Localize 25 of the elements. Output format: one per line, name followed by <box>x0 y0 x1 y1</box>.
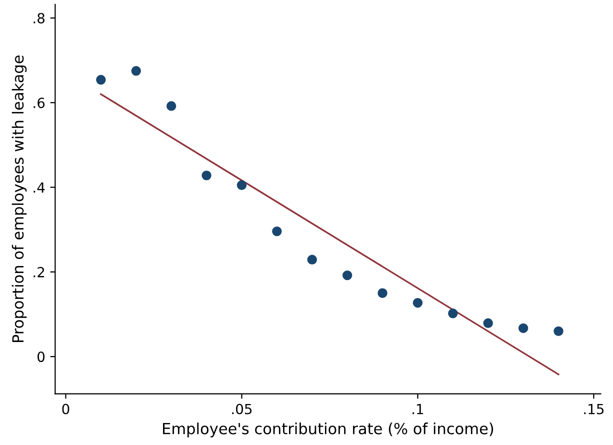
point <box>96 74 106 85</box>
y-tick-label: .4 <box>34 182 45 193</box>
point <box>342 270 352 280</box>
y-tick-label: .8 <box>34 12 44 24</box>
x-tick-label: .15 <box>584 404 604 414</box>
point <box>307 254 317 265</box>
x-tick-label: 0 <box>62 404 70 414</box>
point <box>166 101 176 111</box>
point <box>554 326 564 336</box>
point <box>412 298 423 308</box>
point <box>448 308 458 318</box>
point <box>202 170 212 180</box>
y-tick-label: .2 <box>34 266 44 278</box>
x-tick-label: .05 <box>232 404 252 414</box>
y-tick-label: 0 <box>38 352 45 362</box>
point <box>378 288 388 298</box>
point <box>518 323 528 334</box>
point <box>236 180 247 190</box>
point <box>272 226 282 236</box>
point <box>131 66 141 76</box>
point <box>483 318 493 328</box>
x-axis-title: Employee's contribution rate (% of income) <box>163 422 494 438</box>
x-tick-label: .1 <box>412 404 424 414</box>
y-tick-label: .6 <box>34 98 45 108</box>
y-axis-title: Proportion of employees with leakage <box>12 56 27 342</box>
